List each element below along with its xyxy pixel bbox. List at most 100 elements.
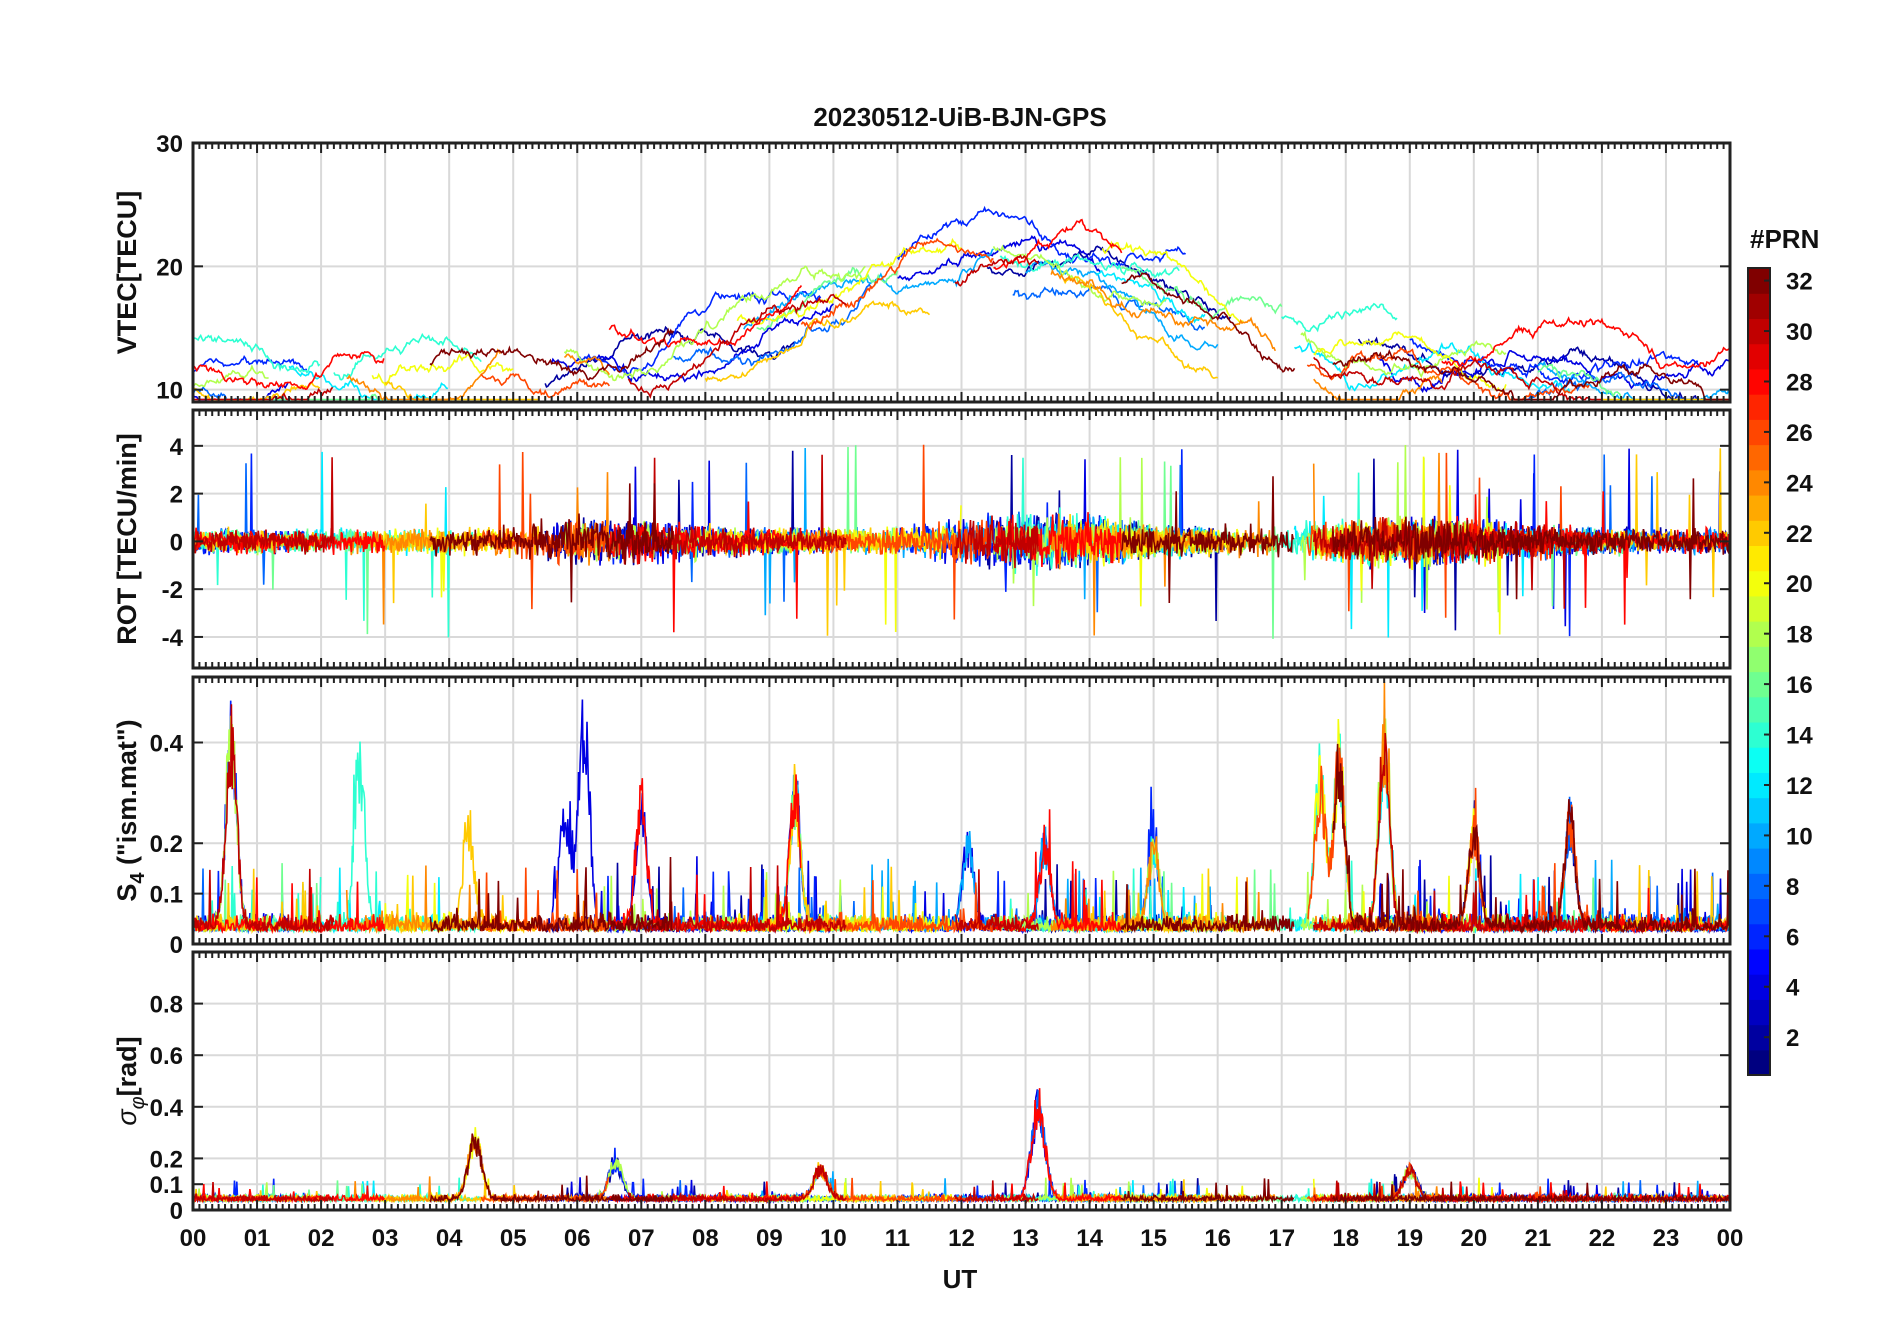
colorbar-frame xyxy=(1747,267,1771,1076)
series-rot-prn-32-seg-0 xyxy=(429,483,674,603)
series-vtec-prn-4-seg-1 xyxy=(550,303,834,384)
panel-sigma: 00.10.20.40.60.8σφ[rad] xyxy=(112,950,1732,1225)
series-sigma-prn-30-seg-0 xyxy=(193,1181,334,1204)
colorbar-band xyxy=(1748,974,1770,1000)
series-vtec-prn-18-seg-1 xyxy=(563,265,866,382)
y-tick-label-rot: 4 xyxy=(170,434,184,461)
colorbar-tick-label: 10 xyxy=(1786,823,1813,850)
colorbar-tick-label: 30 xyxy=(1786,319,1813,346)
series-vtec-prn-26-seg-1 xyxy=(800,237,994,331)
series-vtec-prn-32-seg-1 xyxy=(1121,272,1296,373)
series-vtec-prn-26-seg-2 xyxy=(1306,346,1590,401)
colorbar-band xyxy=(1748,343,1770,370)
x-tick-label: 00 xyxy=(180,1225,207,1252)
series-sigma-prn-32-seg-0 xyxy=(429,1133,674,1204)
series-vtec-prn-14-seg-1 xyxy=(333,332,482,381)
y-tick-label-sigma: 0.6 xyxy=(150,1043,183,1070)
series-vtec-prn-20-seg-0 xyxy=(371,353,514,387)
x-tick-label: 15 xyxy=(1140,1225,1167,1252)
series-sigma-prn-32-seg-1 xyxy=(1120,1178,1295,1204)
x-tick-label: 10 xyxy=(820,1225,847,1252)
series-vtec-prn-4-seg-3 xyxy=(1377,349,1730,394)
series-vtec-prn-10-seg-1 xyxy=(1025,259,1219,351)
grid-s4 xyxy=(193,677,1730,944)
colorbar-band xyxy=(1748,873,1770,900)
colorbar-tick-label: 24 xyxy=(1786,470,1813,497)
series-vtec-prn-22-seg-3 xyxy=(1063,275,1218,379)
y-tick-label-s4: 0.4 xyxy=(150,730,184,757)
x-tick-label: 12 xyxy=(948,1225,975,1252)
y-tick-label-sigma: 0.4 xyxy=(150,1095,184,1122)
colorbar-tick-label: 32 xyxy=(1786,269,1813,296)
series-vtec-prn-8-seg-1 xyxy=(673,283,872,367)
series-s4-prn-24-seg-2 xyxy=(1050,836,1276,934)
y-tick-label-s4: 0 xyxy=(170,932,183,959)
series-vtec-prn-32-seg-0 xyxy=(429,327,674,381)
series-s4-prn-30-seg-3 xyxy=(1312,732,1602,935)
series-vtec-prn-28-seg-0 xyxy=(193,350,385,391)
series-vtec-prn-28-seg-2 xyxy=(993,218,1123,271)
x-ticks-s4 xyxy=(198,677,1725,944)
series-vtec-prn-14-seg-0 xyxy=(193,333,321,374)
series-vtec-prn-6-seg-0 xyxy=(193,354,308,374)
colorbar-band xyxy=(1748,1024,1770,1051)
colorbar-band xyxy=(1748,999,1770,1026)
series-vtec-prn-20-seg-1 xyxy=(736,237,962,325)
series-group-rot xyxy=(193,444,1730,639)
series-s4-prn-30-seg-2 xyxy=(954,869,1039,933)
colorbar-band xyxy=(1748,721,1770,748)
colorbar-band xyxy=(1748,419,1770,446)
x-tick-label: 21 xyxy=(1525,1225,1552,1252)
colorbar-label: #PRN xyxy=(1750,224,1819,254)
colorbar-band xyxy=(1748,595,1770,622)
series-vtec-prn-10-seg-0 xyxy=(743,248,994,330)
x-tick-label: 07 xyxy=(628,1225,655,1252)
series-rot-prn-32-seg-1 xyxy=(1120,476,1295,604)
x-tick-label: 09 xyxy=(756,1225,783,1252)
y-axis-label-rest: ("ism.mat") xyxy=(112,719,142,872)
y-tick-label-s4: 0.1 xyxy=(150,882,183,909)
x-tick-label: 23 xyxy=(1653,1225,1680,1252)
series-vtec-prn-18-seg-3 xyxy=(1300,330,1507,379)
x-tick-label: 04 xyxy=(436,1225,463,1252)
x-ticks-rot xyxy=(198,410,1725,668)
series-vtec-prn-24-seg-2 xyxy=(1050,268,1277,352)
y-tick-label-s4: 0.2 xyxy=(150,831,183,858)
series-s4-prn-32-seg-0 xyxy=(429,856,674,934)
x-tick-label: 00 xyxy=(1717,1225,1744,1252)
colorbar-tick-label: 4 xyxy=(1786,975,1800,1002)
x-tick-label: 05 xyxy=(500,1225,527,1252)
colorbar-tick-label: 2 xyxy=(1786,1025,1799,1052)
series-group-sigma xyxy=(193,1088,1730,1205)
y-axis-label-sub: φ xyxy=(127,1096,149,1109)
y-axis-label-main: σ xyxy=(112,1108,142,1126)
colorbar-band xyxy=(1748,293,1770,320)
colorbar-band xyxy=(1748,696,1770,723)
panel-rot: -4 -2 0 2 4 ROT [TECU/min] xyxy=(112,408,1732,670)
x-tick-label: 22 xyxy=(1589,1225,1616,1252)
series-vtec-prn-30-seg-2 xyxy=(954,254,1039,287)
y-tick-label-rot: 2 xyxy=(170,482,183,509)
colorbar-band xyxy=(1748,368,1770,395)
colorbar-band xyxy=(1748,394,1770,420)
x-tick-label: 17 xyxy=(1268,1225,1295,1252)
colorbar-tick-label: 8 xyxy=(1786,874,1799,901)
y-tick-label-sigma: 0.8 xyxy=(150,992,183,1019)
colorbar-band xyxy=(1748,646,1770,673)
colorbar-tick-label: 16 xyxy=(1786,672,1813,699)
y-axis-label-rest: [rad] xyxy=(112,1036,142,1096)
colorbar-tick-label: 14 xyxy=(1786,723,1813,750)
y-tick-label-rot: -2 xyxy=(162,577,183,604)
panel-vtec: 10 20 30 VTEC[TECU] xyxy=(112,131,1732,405)
series-vtec-prn-6-seg-2 xyxy=(896,205,1187,267)
colorbar-band xyxy=(1748,772,1770,799)
y-axis-label-sub: 4 xyxy=(127,872,149,884)
series-rot-prn-28-seg-0 xyxy=(193,527,386,556)
y-axis-label-sigma: σφ[rad] xyxy=(112,1036,149,1125)
x-tick-label: 03 xyxy=(372,1225,399,1252)
colorbar-band xyxy=(1748,520,1770,547)
y-tick-label-vtec: 30 xyxy=(156,131,183,158)
